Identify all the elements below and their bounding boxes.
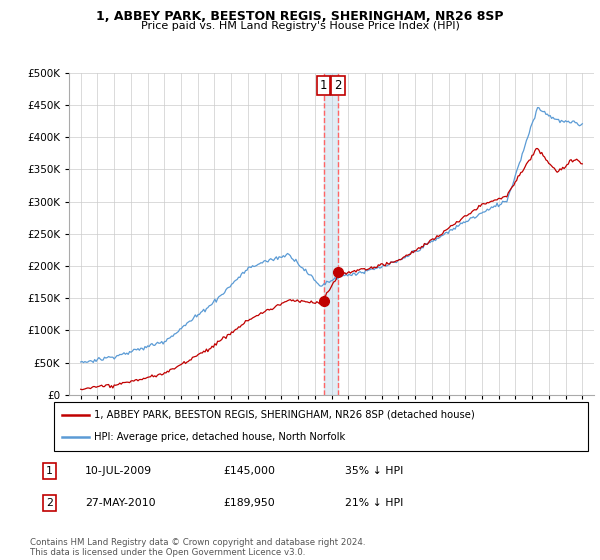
Text: 2: 2	[334, 79, 342, 92]
Text: 1: 1	[320, 79, 328, 92]
Text: 1, ABBEY PARK, BEESTON REGIS, SHERINGHAM, NR26 8SP (detached house): 1, ABBEY PARK, BEESTON REGIS, SHERINGHAM…	[94, 410, 475, 420]
Text: HPI: Average price, detached house, North Norfolk: HPI: Average price, detached house, Nort…	[94, 432, 346, 442]
Text: 2: 2	[46, 498, 53, 508]
Bar	[323, 73, 338, 395]
Text: Price paid vs. HM Land Registry's House Price Index (HPI): Price paid vs. HM Land Registry's House …	[140, 21, 460, 31]
Text: 10-JUL-2009: 10-JUL-2009	[85, 466, 152, 476]
Text: 21% ↓ HPI: 21% ↓ HPI	[344, 498, 403, 508]
Text: 1: 1	[46, 466, 53, 476]
Text: 27-MAY-2010: 27-MAY-2010	[85, 498, 156, 508]
Text: 1, ABBEY PARK, BEESTON REGIS, SHERINGHAM, NR26 8SP: 1, ABBEY PARK, BEESTON REGIS, SHERINGHAM…	[96, 10, 504, 23]
Text: 35% ↓ HPI: 35% ↓ HPI	[344, 466, 403, 476]
Text: £189,950: £189,950	[223, 498, 275, 508]
Text: Contains HM Land Registry data © Crown copyright and database right 2024.
This d: Contains HM Land Registry data © Crown c…	[30, 538, 365, 557]
Text: £145,000: £145,000	[223, 466, 275, 476]
